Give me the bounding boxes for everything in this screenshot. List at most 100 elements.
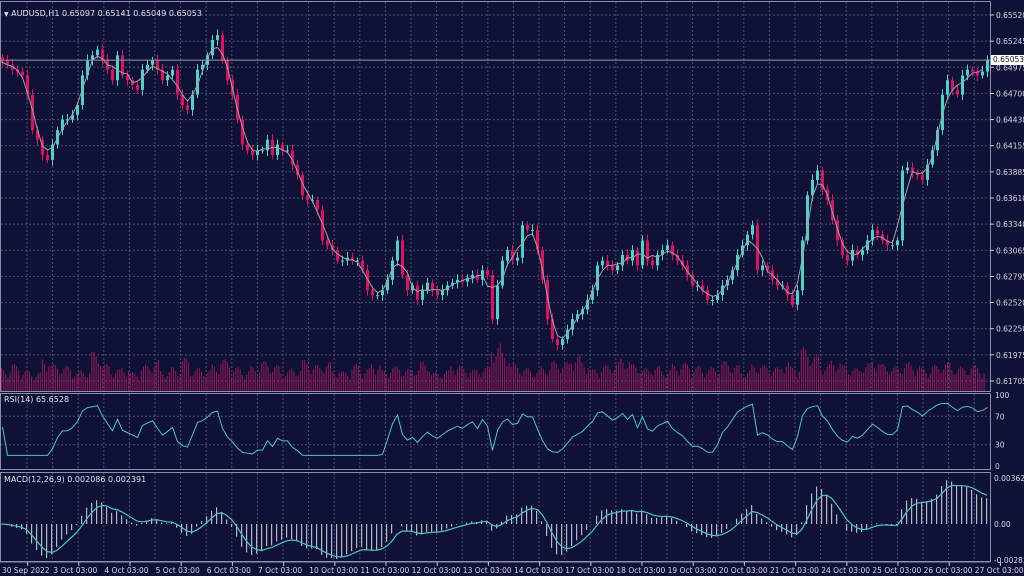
volume-bar [622, 362, 624, 391]
candle-body [466, 277, 469, 282]
volume-bar [302, 360, 304, 391]
candle [566, 324, 569, 344]
candle [641, 235, 644, 270]
candle [171, 65, 174, 79]
volume-bar [11, 365, 13, 391]
candle [906, 161, 909, 174]
macd-bar [271, 524, 273, 546]
volume-bar [557, 368, 559, 391]
volume-bar [755, 372, 757, 391]
candle [706, 285, 709, 305]
macd-bar [656, 517, 658, 525]
volume-bar [833, 365, 835, 391]
candle [806, 191, 809, 245]
volume-bar [508, 363, 510, 391]
macd-bar [231, 524, 233, 528]
volume-bar [562, 367, 564, 391]
x-tick-label: 4 Oct 03:00 [104, 566, 148, 575]
macd-bar [21, 524, 23, 530]
volume-bar [708, 369, 710, 391]
candle [46, 149, 49, 164]
volume-bar [166, 375, 168, 391]
candle [416, 280, 419, 306]
volume-bar [783, 373, 785, 391]
candle-body [201, 64, 204, 70]
candle-body [176, 69, 179, 95]
candle [211, 35, 214, 60]
volume-bar [592, 369, 594, 391]
volume-bar [132, 372, 134, 391]
macd-bar [821, 488, 823, 525]
volume-bar [173, 367, 175, 391]
macd-bar [946, 480, 948, 525]
macd-tick-label: 0.003626 [994, 474, 1024, 483]
volume-bar [97, 363, 99, 391]
volume-bar [512, 364, 514, 391]
volume-bar [974, 365, 977, 391]
volume-bar [443, 373, 445, 391]
volume-bar [693, 371, 695, 391]
volume-bar [906, 363, 908, 391]
candle-body [951, 80, 954, 90]
volume-bar [680, 368, 682, 391]
candle [676, 250, 679, 265]
macd-bar [711, 524, 713, 538]
volume-bar [366, 369, 368, 391]
volume-bar [325, 366, 327, 391]
volume-bar [983, 373, 985, 391]
macd-bar [581, 524, 583, 536]
volume-bar [970, 368, 972, 391]
macd-bar [1, 524, 3, 525]
macd-bar [196, 524, 198, 527]
candle [396, 236, 399, 266]
volume-bar [966, 375, 968, 391]
macd-bar [46, 524, 48, 559]
candle-body [491, 274, 494, 320]
volume-bar [753, 367, 755, 391]
candle-body [91, 55, 94, 61]
volume-bar [566, 361, 568, 391]
macd-bar [106, 506, 108, 525]
macd-bar [386, 524, 388, 542]
volume-bar [736, 365, 738, 391]
candle-body [886, 240, 889, 246]
macd-bar [831, 503, 833, 525]
volume-bar [940, 373, 942, 391]
volume-bar [428, 372, 430, 391]
x-tick-label: 27 Oct 03:00 [975, 566, 1024, 575]
candle-body [611, 265, 614, 271]
volume-bar [738, 365, 740, 391]
macd-bar [56, 524, 58, 548]
volume-bar [379, 365, 381, 391]
macd-bar [531, 505, 533, 525]
volume-bar [299, 370, 301, 391]
candle [926, 158, 929, 186]
candle-body [656, 254, 659, 266]
volume-bar [59, 374, 61, 391]
volume-bar [547, 375, 549, 391]
candle-body [121, 55, 124, 76]
candle [401, 234, 404, 279]
macd-bar [936, 494, 938, 525]
candle [986, 55, 989, 78]
collapse-triangle-icon[interactable]: ▼ [4, 11, 9, 18]
macd-bar [431, 524, 433, 532]
macd-bar [181, 524, 183, 533]
candle [831, 194, 834, 225]
main-pane-border [0, 1, 991, 392]
volume-bar [938, 369, 940, 391]
volume-bar [54, 364, 56, 391]
volume-bar [265, 362, 267, 391]
candle-body [936, 130, 939, 151]
volume-bar [78, 371, 80, 391]
volume-bar [590, 370, 592, 391]
volume-bar [198, 368, 200, 391]
macd-bar [961, 485, 963, 525]
candle [101, 44, 104, 66]
volume-bar [250, 366, 252, 391]
volume-bar [312, 368, 314, 391]
candle-body [46, 155, 49, 160]
candle-body [151, 60, 154, 65]
x-tick-label: 25 Oct 03:00 [872, 566, 921, 575]
